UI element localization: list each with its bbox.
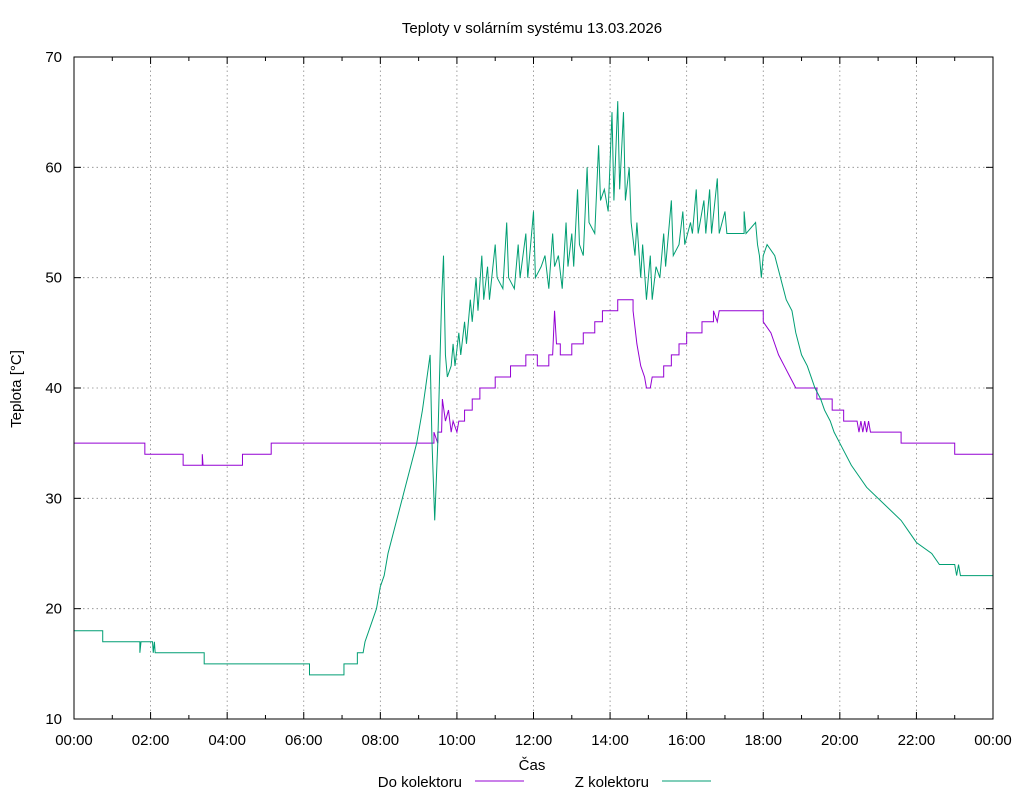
y-axis-label: Teplota [°C] xyxy=(8,350,25,428)
x-tick-label: 04:00 xyxy=(208,732,246,749)
tick-layer: 00:00 02:00 04:00 06:00 08:00 10:00 12:00 14:00… xyxy=(45,49,1011,749)
x-tick-label: 02:00 xyxy=(132,732,170,749)
series-line-z-kolektoru xyxy=(74,101,993,676)
x-tick-label: 08:00 xyxy=(362,732,400,749)
x-tick-label: 10:00 xyxy=(438,732,476,749)
y-tick-label: 60 xyxy=(45,159,62,176)
x-tick-label: 20:00 xyxy=(821,732,859,749)
x-tick-label: 22:00 xyxy=(898,732,936,749)
chart-title: Teploty v solárním systému 13.03.2026 xyxy=(402,20,662,37)
x-tick-label: 00:00 xyxy=(55,732,93,749)
x-tick-label: 16:00 xyxy=(668,732,706,749)
x-tick-label: 14:00 xyxy=(591,732,629,749)
y-tick-label: 40 xyxy=(45,380,62,397)
y-tick-label: 70 xyxy=(45,49,62,66)
legend-label-z-kolektoru: Z kolektoru xyxy=(575,774,649,791)
y-tick-label: 10 xyxy=(45,711,62,728)
series-layer xyxy=(74,101,993,676)
legend: Do kolektoru Z kolektoru xyxy=(378,774,711,791)
series-line-do-kolektoru xyxy=(74,299,993,466)
y-tick-label: 20 xyxy=(45,601,62,618)
legend-label-do-kolektoru: Do kolektoru xyxy=(378,774,462,791)
x-tick-label: 06:00 xyxy=(285,732,323,749)
y-tick-label: 50 xyxy=(45,270,62,287)
x-tick-label: 00:00 xyxy=(974,732,1012,749)
x-tick-label: 12:00 xyxy=(515,732,553,749)
x-tick-label: 18:00 xyxy=(744,732,782,749)
x-axis-label: Čas xyxy=(519,757,546,774)
grid-layer xyxy=(74,57,993,719)
y-tick-label: 30 xyxy=(45,490,62,507)
